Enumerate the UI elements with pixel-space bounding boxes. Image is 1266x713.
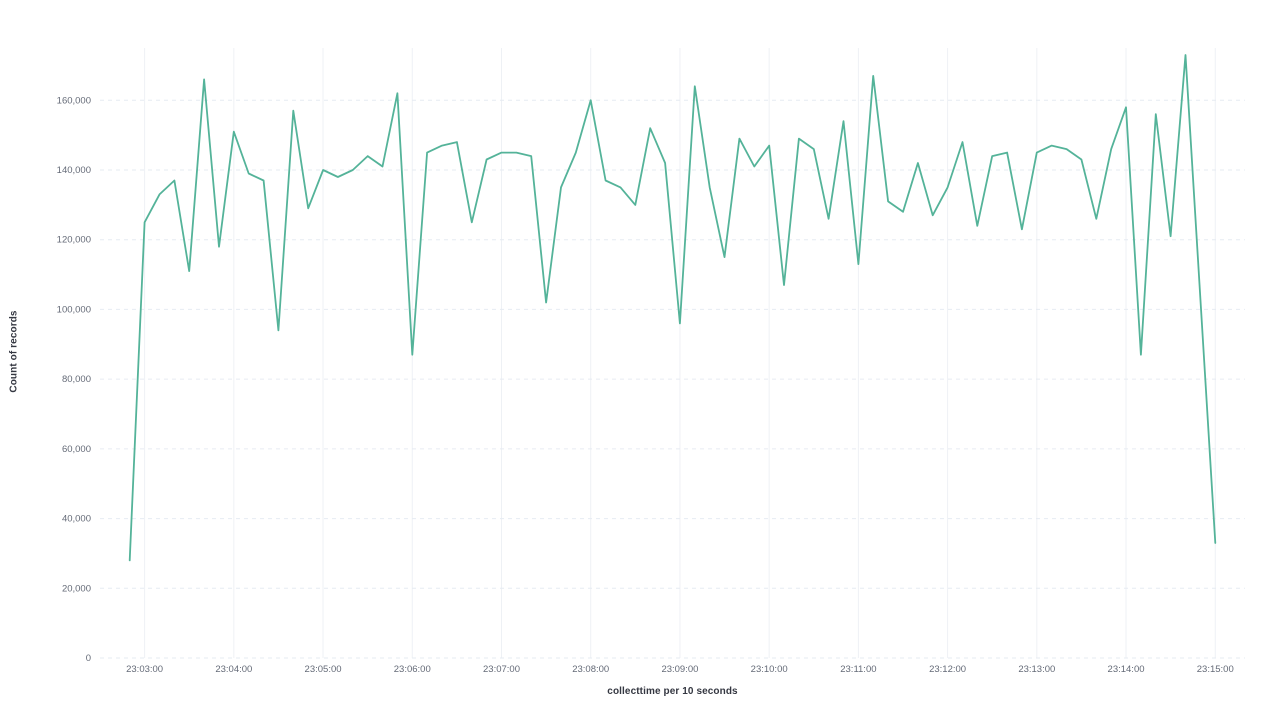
x-tick-label: 23:15:00: [1197, 664, 1234, 675]
y-tick-label: 20,000: [62, 583, 91, 594]
y-tick-label: 0: [86, 653, 91, 664]
y-tick-label: 140,000: [57, 165, 91, 176]
y-tick-label: 40,000: [62, 514, 91, 525]
y-tick-label: 100,000: [57, 304, 91, 315]
y-tick-label: 80,000: [62, 374, 91, 385]
y-axis-title: Count of records: [8, 310, 20, 393]
x-tick-label: 23:10:00: [751, 664, 788, 675]
y-tick-label: 60,000: [62, 444, 91, 455]
x-tick-labels: 23:03:00 23:04:00 23:05:00 23:06:00 23:07:00…: [126, 664, 1234, 675]
x-tick-label: 23:13:00: [1018, 664, 1055, 675]
y-tick-labels: 0 20,000 40,000 60,000 80,000 100,000 120,000 1…: [57, 95, 91, 664]
y-tick-label: 120,000: [57, 235, 91, 246]
x-tick-label: 23:08:00: [572, 664, 609, 675]
x-tick-label: 23:06:00: [394, 664, 431, 675]
x-tick-label: 23:11:00: [840, 664, 876, 675]
x-tick-label: 23:07:00: [483, 664, 520, 675]
x-axis-title: collecttime per 10 seconds: [607, 686, 738, 697]
x-tick-label: 23:14:00: [1108, 664, 1145, 675]
y-tick-label: 160,000: [57, 95, 91, 106]
x-tick-label: 23:05:00: [305, 664, 342, 675]
x-tick-label: 23:09:00: [661, 664, 698, 675]
grid-horizontal: [100, 99, 1245, 659]
x-tick-label: 23:04:00: [215, 664, 252, 675]
x-tick-label: 23:12:00: [929, 664, 966, 675]
data-line-count-of-records[interactable]: [128, 54, 1217, 562]
grid-vertical: [144, 48, 1216, 658]
x-tick-label: 23:03:00: [126, 664, 163, 675]
